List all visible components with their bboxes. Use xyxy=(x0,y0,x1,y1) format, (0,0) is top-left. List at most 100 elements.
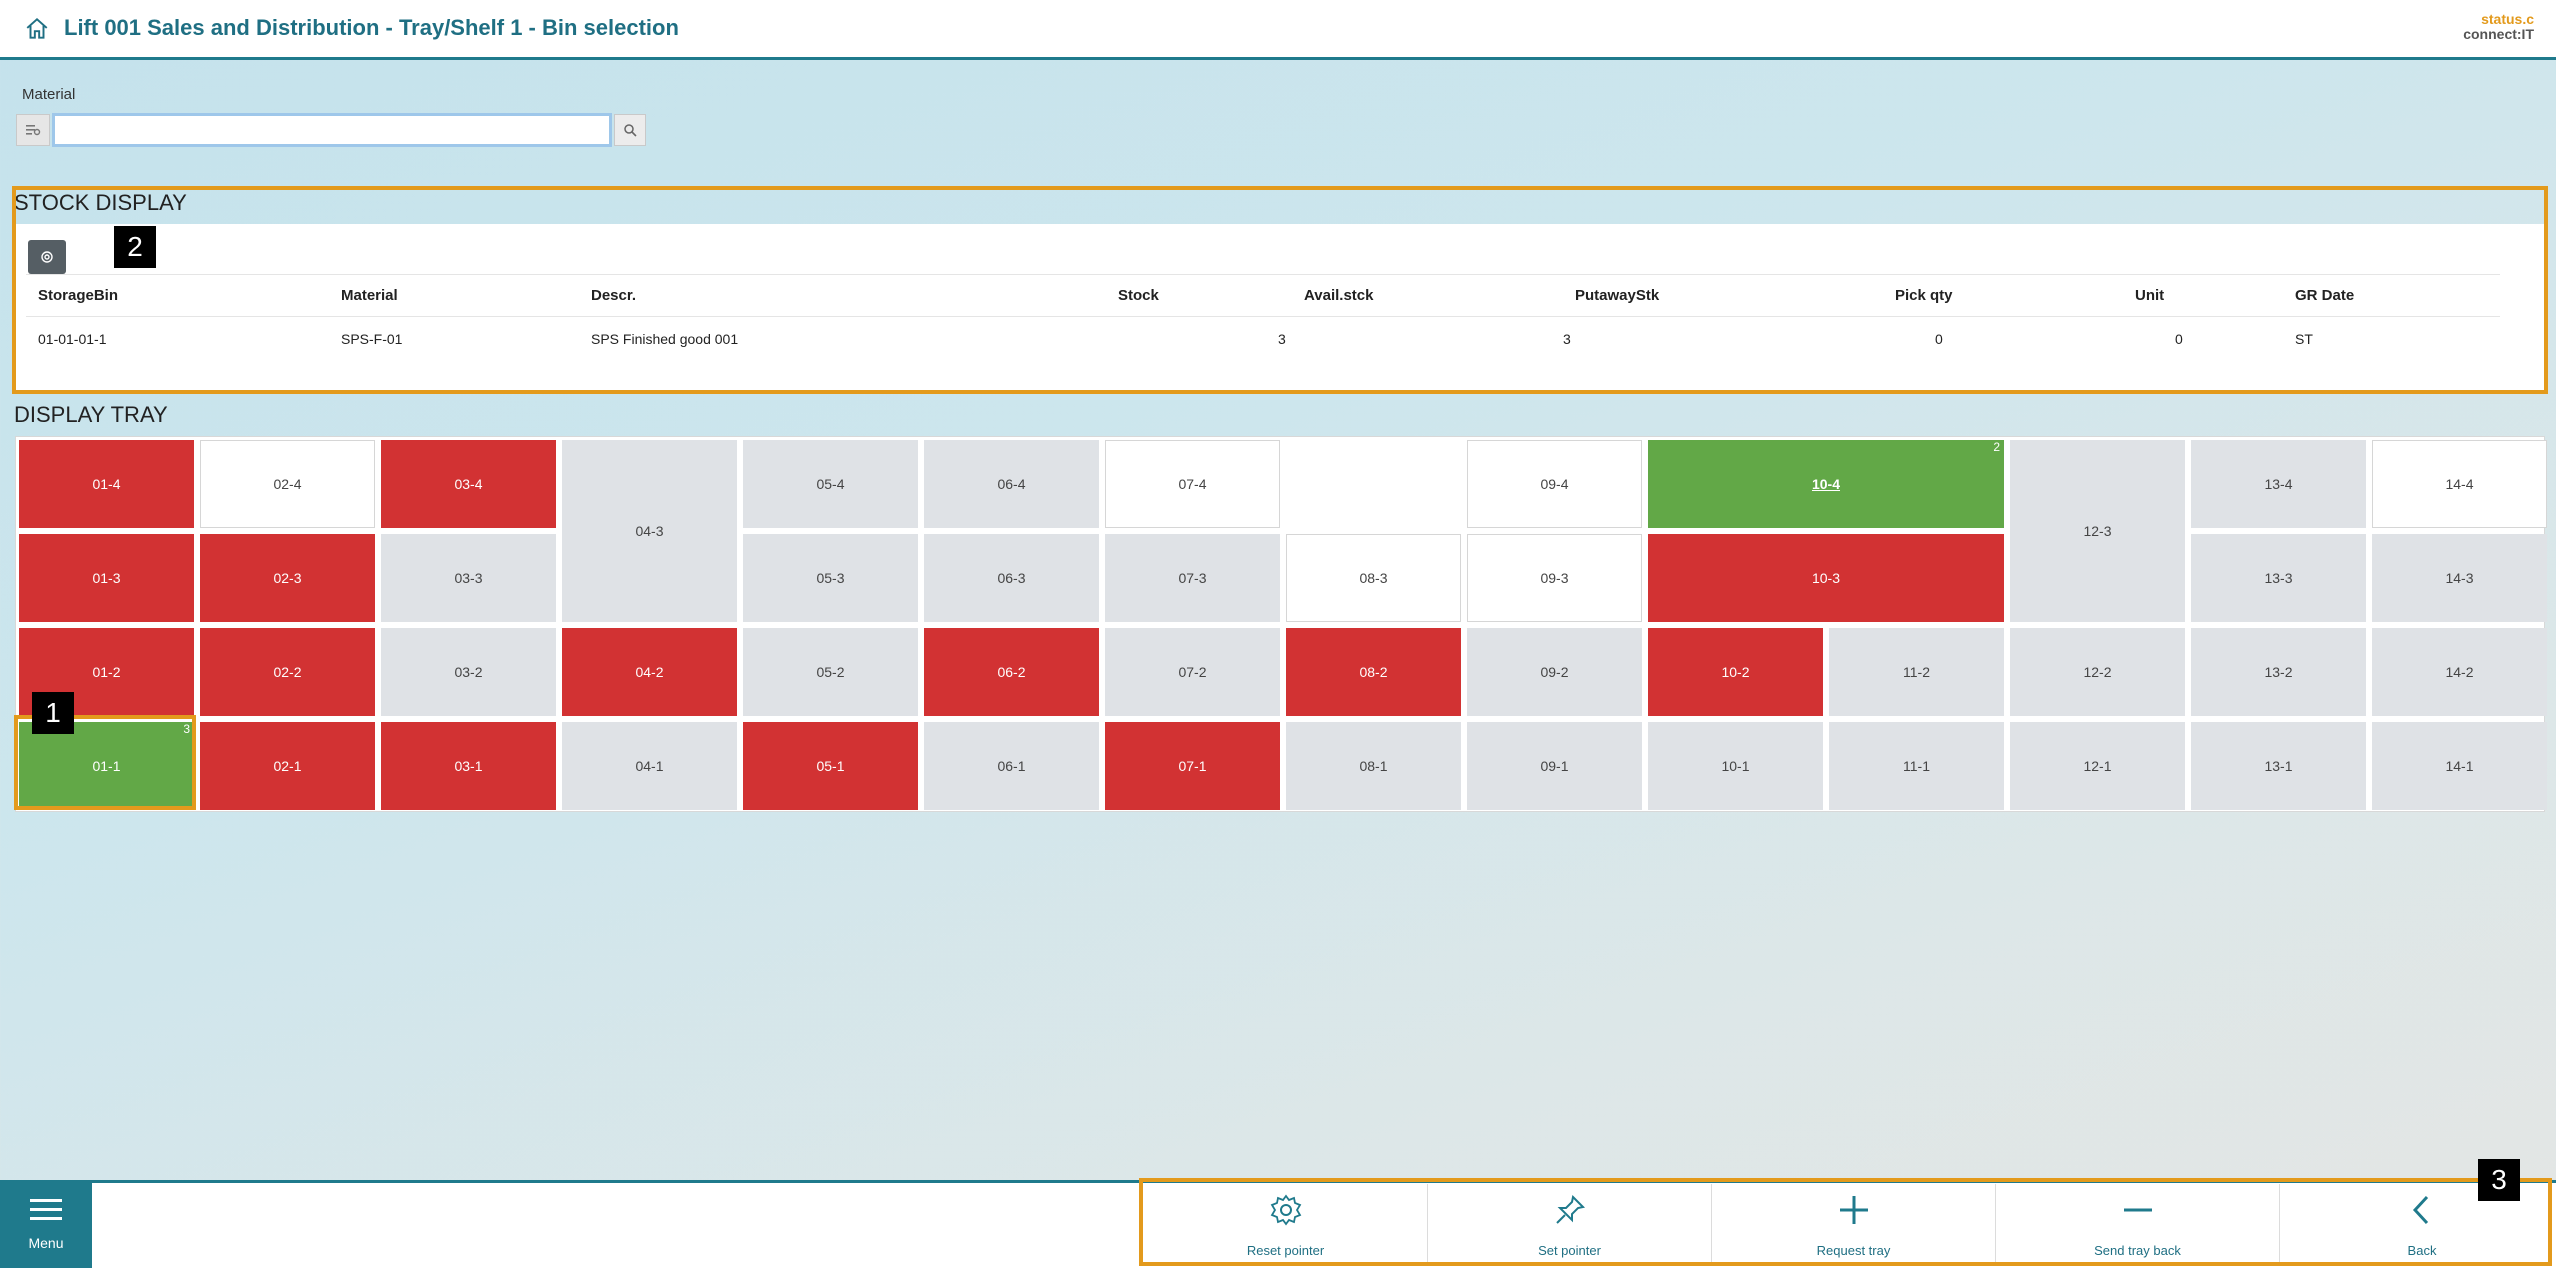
tray-bin-14-4[interactable]: 14-4 xyxy=(2372,440,2547,528)
request-tray-button[interactable]: Request tray xyxy=(1712,1184,1996,1264)
tray-bin-label: 06-2 xyxy=(997,664,1026,680)
tray-bin-05-2[interactable]: 05-2 xyxy=(743,628,918,716)
tray-bin-07-2[interactable]: 07-2 xyxy=(1105,628,1280,716)
table-settings-button[interactable] xyxy=(28,240,66,274)
send-tray-back-button[interactable]: Send tray back xyxy=(1996,1184,2280,1264)
tray-bin-06-4[interactable]: 06-4 xyxy=(924,440,1099,528)
value-help-button[interactable] xyxy=(16,114,50,146)
tray-bin-label: 03-2 xyxy=(454,664,483,680)
tray-bin-06-2[interactable]: 06-2 xyxy=(924,628,1099,716)
tray-bin-12-1[interactable]: 12-1 xyxy=(2010,722,2185,810)
tray-bin-03-4[interactable]: 03-4 xyxy=(381,440,556,528)
stock-value: 3 xyxy=(1278,330,1286,347)
tray-bin-label: 13-3 xyxy=(2264,570,2293,586)
tray-bin-11-1[interactable]: 11-1 xyxy=(1829,722,2004,810)
tray-bin-05-3[interactable]: 05-3 xyxy=(743,534,918,622)
tray-bin-01-3[interactable]: 01-3 xyxy=(19,534,194,622)
tray-bin-12-2[interactable]: 12-2 xyxy=(2010,628,2185,716)
tray-bin-label: 10-2 xyxy=(1721,664,1750,680)
tray-bin-07-1[interactable]: 07-1 xyxy=(1105,722,1280,810)
tray-bin-02-4[interactable]: 02-4 xyxy=(200,440,375,528)
hamburger-icon xyxy=(30,1199,62,1220)
tray-bin-07-3[interactable]: 07-3 xyxy=(1105,534,1280,622)
gear-icon xyxy=(1270,1194,1301,1226)
set-pointer-label: Set pointer xyxy=(1538,1243,1601,1258)
tray-bin-09-2[interactable]: 09-2 xyxy=(1467,628,1642,716)
tray-bin-label: 02-3 xyxy=(273,570,302,586)
putawaystk-value: 0 xyxy=(1935,330,1943,347)
tray-bin-14-2[interactable]: 14-2 xyxy=(2372,628,2547,716)
tray-bin-label: 06-1 xyxy=(997,758,1026,774)
set-pointer-button[interactable]: Set pointer xyxy=(1428,1184,1712,1264)
tray-bin-10-2[interactable]: 10-2 xyxy=(1648,628,1823,716)
tray-bin-label: 08-1 xyxy=(1359,758,1388,774)
brand-top: status.c xyxy=(2481,11,2534,27)
tray-bin-08-2[interactable]: 08-2 xyxy=(1286,628,1461,716)
table-row[interactable]: 01-01-01-1 SPS-F-01 SPS Finished good 00… xyxy=(26,317,2536,361)
tray-bin-label: 06-3 xyxy=(997,570,1026,586)
tray-bin-label: 11-1 xyxy=(1903,758,1930,774)
tray-bin-label: 05-1 xyxy=(816,758,845,774)
tray-bin-02-3[interactable]: 02-3 xyxy=(200,534,375,622)
tray-bin-10-4[interactable]: 10-4 2 xyxy=(1648,440,2004,528)
settings-icon xyxy=(41,251,53,263)
avail-stck-value: 3 xyxy=(1563,330,1571,347)
tray-bin-04-3[interactable]: 04-3 xyxy=(562,440,737,622)
tray-bin-13-4[interactable]: 13-4 xyxy=(2191,440,2366,528)
search-icon xyxy=(624,124,637,137)
back-button[interactable]: Back xyxy=(2280,1184,2556,1264)
tray-bin-04-1[interactable]: 04-1 xyxy=(562,722,737,810)
home-icon[interactable] xyxy=(24,16,50,42)
plus-icon xyxy=(1839,1196,1868,1224)
tray-bin-05-1[interactable]: 05-1 xyxy=(743,722,918,810)
tray-bin-label: 06-4 xyxy=(997,476,1026,492)
tray-bin-label: 09-2 xyxy=(1540,664,1569,680)
tray-bin-05-4[interactable]: 05-4 xyxy=(743,440,918,528)
col-material: Material xyxy=(329,274,579,317)
tray-bin-12-3[interactable]: 12-3 xyxy=(2010,440,2185,622)
tray-bin-03-2[interactable]: 03-2 xyxy=(381,628,556,716)
tray-bin-label: 13-2 xyxy=(2264,664,2293,680)
tray-bin-label: 01-2 xyxy=(92,664,121,680)
highlight-stock-display xyxy=(12,186,2548,394)
reset-pointer-button[interactable]: Reset pointer xyxy=(1144,1184,1428,1264)
material-input[interactable] xyxy=(52,113,612,147)
tray-bin-01-4[interactable]: 01-4 xyxy=(19,440,194,528)
menu-label: Menu xyxy=(28,1235,64,1251)
col-gr-date: GR Date xyxy=(2283,274,2500,317)
tray-bin-06-1[interactable]: 06-1 xyxy=(924,722,1099,810)
tray-bin-02-2[interactable]: 02-2 xyxy=(200,628,375,716)
col-unit: Unit xyxy=(2123,274,2283,317)
tray-bin-03-3[interactable]: 03-3 xyxy=(381,534,556,622)
tray-bin-13-3[interactable]: 13-3 xyxy=(2191,534,2366,622)
tray-bin-label: 03-4 xyxy=(454,476,483,492)
tray-bin-08-1[interactable]: 08-1 xyxy=(1286,722,1461,810)
tray-bin-09-3[interactable]: 09-3 xyxy=(1467,534,1642,622)
tray-bin-04-2[interactable]: 04-2 xyxy=(562,628,737,716)
tray-bin-14-1[interactable]: 14-1 xyxy=(2372,722,2547,810)
tray-bin-07-4[interactable]: 07-4 xyxy=(1105,440,1280,528)
tray-bin-label: 09-3 xyxy=(1540,570,1569,586)
search-button[interactable] xyxy=(614,114,646,146)
tray-bin-label: 14-1 xyxy=(2445,758,2474,774)
tray-bin-03-1[interactable]: 03-1 xyxy=(381,722,556,810)
tray-bin-06-3[interactable]: 06-3 xyxy=(924,534,1099,622)
tray-bin-09-4[interactable]: 09-4 xyxy=(1467,440,1642,528)
col-pick-qty: Pick qty xyxy=(1883,274,2123,317)
tray-bin-13-2[interactable]: 13-2 xyxy=(2191,628,2366,716)
menu-button[interactable]: Menu xyxy=(0,1180,92,1268)
tray-bin-label: 05-3 xyxy=(816,570,845,586)
tray-bin-01-1[interactable]: 01-1 3 xyxy=(19,722,194,810)
tray-bin-13-1[interactable]: 13-1 xyxy=(2191,722,2366,810)
tray-bin-14-3[interactable]: 14-3 xyxy=(2372,534,2547,622)
tray-bin-label: 14-4 xyxy=(2445,476,2474,492)
tray-bin-10-3[interactable]: 10-3 xyxy=(1648,534,2004,622)
reset-pointer-label: Reset pointer xyxy=(1246,1243,1325,1258)
tray-bin-09-1[interactable]: 09-1 xyxy=(1467,722,1642,810)
tray-bin-label: 12-2 xyxy=(2083,664,2112,680)
cell-stock: 3 xyxy=(1278,317,1563,361)
tray-bin-11-2[interactable]: 11-2 xyxy=(1829,628,2004,716)
tray-bin-10-1[interactable]: 10-1 xyxy=(1648,722,1823,810)
tray-bin-08-3[interactable]: 08-3 xyxy=(1286,534,1461,622)
tray-bin-02-1[interactable]: 02-1 xyxy=(200,722,375,810)
